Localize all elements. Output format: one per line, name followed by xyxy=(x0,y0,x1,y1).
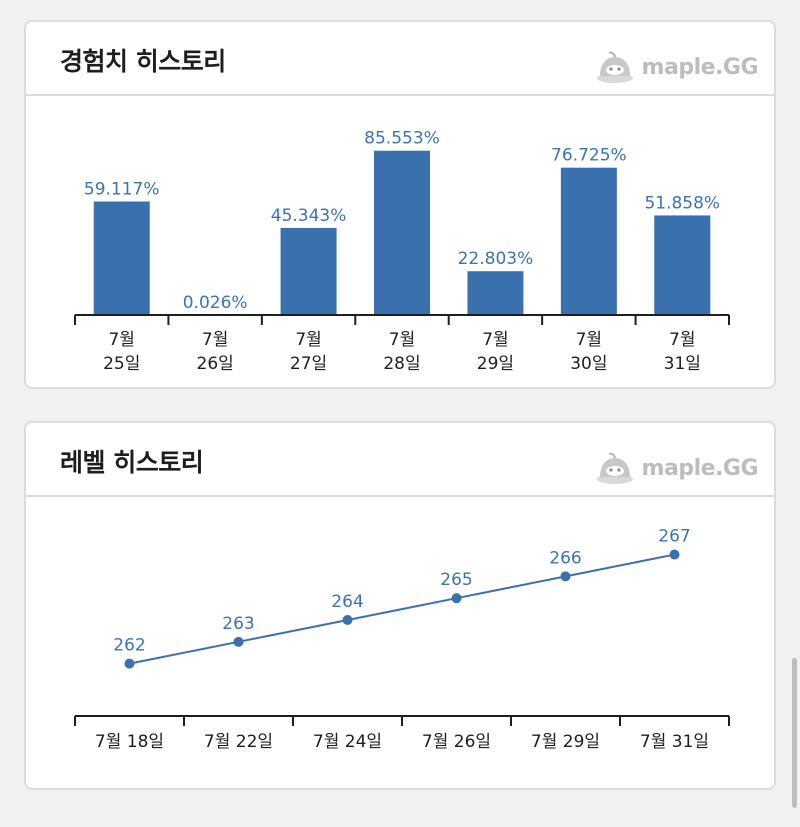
level-line-series xyxy=(129,553,675,665)
maple-mascot-icon xyxy=(596,51,633,83)
x-tick-label: 30일 xyxy=(570,354,607,374)
brand-wordmark: maple.GG xyxy=(641,455,759,481)
point-value-label: 265 xyxy=(440,570,472,590)
level-point-5 xyxy=(560,571,571,582)
bar-1 xyxy=(93,201,150,315)
x-tick-label: 7월 xyxy=(482,330,508,350)
x-tick-label: 25일 xyxy=(103,354,140,374)
x-tick-label: 7월 31일 xyxy=(640,732,709,752)
level-line-chart: 262 263 264 265 266 267 7월 18일 7월 22일 7월 24일 7월 2… xyxy=(74,527,730,752)
x-tick-label: 7월 xyxy=(295,330,321,350)
page-scrollbar[interactable] xyxy=(792,658,797,808)
x-tick-label: 27일 xyxy=(290,354,327,374)
x-tick-label: 7월 26일 xyxy=(422,732,491,752)
x-tick-label: 7월 29일 xyxy=(531,732,600,752)
level-card-header: 레벨 히스토리 maple.GG xyxy=(26,423,774,497)
x-tick-label: 7월 24일 xyxy=(313,732,382,752)
bar-value-label: 0.026% xyxy=(183,293,248,313)
x-tick-label: 7월 xyxy=(389,330,415,350)
x-tick-label: 7월 22일 xyxy=(204,732,273,752)
maple-gg-brand[interactable]: maple.GG xyxy=(594,451,759,485)
point-value-label: 263 xyxy=(222,614,254,634)
maple-mascot-icon xyxy=(596,452,633,484)
exp-card-header: 경험치 히스토리 maple.GG xyxy=(26,22,774,96)
bar-7 xyxy=(654,215,711,315)
level-point-6 xyxy=(669,549,680,560)
bar-4 xyxy=(374,150,430,315)
maple-gg-brand[interactable]: maple.GG xyxy=(594,50,759,84)
x-tick-label: 7월 18일 xyxy=(95,732,164,752)
level-point-1 xyxy=(124,658,135,669)
point-value-label: 264 xyxy=(331,592,363,612)
bar-value-label: 51.858% xyxy=(644,193,720,213)
x-tick-label: 7월 xyxy=(576,330,602,350)
brand-wordmark: maple.GG xyxy=(641,54,759,80)
level-point-2 xyxy=(233,636,244,647)
bar-6 xyxy=(560,167,617,315)
x-tick-label: 28일 xyxy=(383,354,420,374)
level-card-title: 레벨 히스토리 xyxy=(60,448,204,477)
level-point-3 xyxy=(342,615,353,625)
bar-value-label: 45.343% xyxy=(271,206,347,226)
level-chart-area: 262 263 264 265 266 267 7월 18일 7월 22일 7월 24일 7월 2… xyxy=(26,497,774,788)
exp-chart-area: 59.117% 0.026% 45.343% 85.553% 22.803% 76.725… xyxy=(26,96,774,387)
x-tick-label: 7월 xyxy=(669,330,695,350)
bar-value-label: 85.553% xyxy=(364,129,440,149)
point-value-label: 262 xyxy=(113,636,145,656)
bar-value-label: 59.117% xyxy=(84,179,160,199)
x-tick-label: 31일 xyxy=(664,354,701,374)
point-value-label: 267 xyxy=(658,527,690,547)
point-value-label: 266 xyxy=(549,548,581,568)
level-point-4 xyxy=(451,593,462,604)
bar-5 xyxy=(467,271,524,315)
level-history-card: 레벨 히스토리 maple.GG 262 263 264 265 266 267 7월 18… xyxy=(24,421,776,790)
x-tick-label: 29일 xyxy=(477,354,514,374)
x-tick-label: 26일 xyxy=(197,354,234,374)
bar-value-label: 22.803% xyxy=(458,249,534,269)
x-tick-label: 7월 xyxy=(108,330,134,350)
bar-3 xyxy=(280,227,337,315)
x-tick-label: 7월 xyxy=(202,330,228,350)
exp-history-card: 경험치 히스토리 maple.GG 59.117% 0.026% 45.343% 85… xyxy=(24,20,776,389)
exp-card-title: 경험치 히스토리 xyxy=(60,47,226,76)
bar-value-label: 76.725% xyxy=(551,146,627,166)
exp-bar-chart: 59.117% 0.026% 45.343% 85.553% 22.803% 76.725… xyxy=(74,129,730,374)
